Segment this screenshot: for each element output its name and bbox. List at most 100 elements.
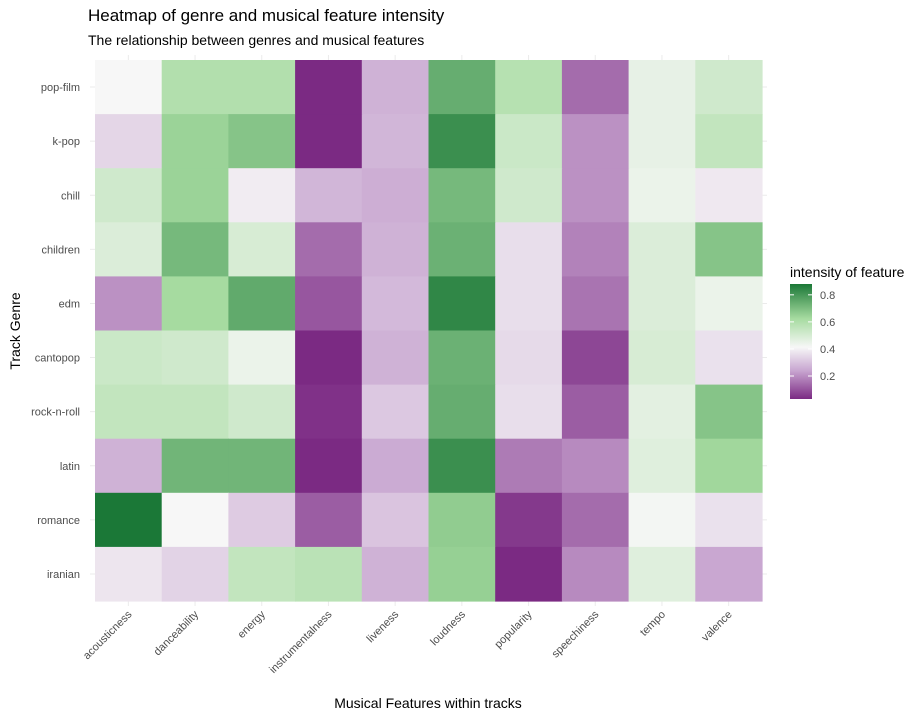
heatmap-cell-edm-loudness [428, 276, 496, 332]
y-tick-label-cantopop: cantopop [35, 353, 80, 365]
legend-tick-label: 0.4 [820, 344, 835, 356]
heatmap-cell-romance-danceability [161, 492, 229, 548]
heatmap-cell-cantopop-liveness [361, 330, 430, 386]
heatmap-cell-children-speechiness [561, 222, 630, 277]
heatmap-cell-iranian-tempo [628, 546, 696, 602]
x-tick-label-tempo: tempo [638, 609, 668, 639]
heatmap-cell-k-pop-popularity [495, 114, 563, 169]
y-tick-label-edm: edm [59, 298, 80, 310]
heatmap-cell-pop-film-instrumentalness [295, 60, 363, 115]
heatmap-cell-romance-energy [228, 492, 296, 548]
legend-tick-label: 0.2 [820, 371, 835, 383]
x-tick-labels: acousticness danceability energy instrument… [81, 608, 735, 676]
heatmap-cell-romance-instrumentalness [295, 492, 363, 548]
legend-tick-label: 0.6 [820, 317, 835, 329]
heatmap-cell-edm-liveness [361, 276, 430, 332]
heatmap-cell-romance-popularity [495, 492, 563, 548]
heatmap-cell-children-instrumentalness [295, 222, 363, 277]
heatmap-cell-cantopop-tempo [628, 330, 696, 386]
heatmap-cell-latin-acousticness [95, 438, 163, 494]
heatmap-cell-cantopop-popularity [495, 330, 563, 386]
heatmap-cell-cantopop-valence [695, 330, 763, 386]
heatmap-cell-iranian-speechiness [561, 546, 630, 602]
heatmap-cell-romance-liveness [361, 492, 430, 548]
heatmap-cell-cantopop-danceability [161, 330, 229, 386]
heatmap-cell-latin-valence [695, 438, 763, 494]
heatmap-cell-iranian-popularity [495, 546, 563, 602]
x-tick-label-liveness: liveness [365, 608, 402, 645]
heatmap-cell-children-valence [695, 222, 763, 277]
heatmap-cell-chill-valence [695, 168, 763, 223]
heatmap-cell-k-pop-energy [228, 114, 296, 169]
heatmap-cell-k-pop-acousticness [95, 114, 163, 169]
heatmap-cell-children-danceability [161, 222, 229, 277]
legend-colorbar [790, 284, 812, 399]
heatmap-cell-chill-danceability [161, 168, 229, 223]
heatmap-cell-rock-n-roll-speechiness [561, 384, 630, 440]
heatmap-cell-rock-n-roll-loudness [428, 384, 496, 440]
heatmap-cell-romance-loudness [428, 492, 496, 548]
heatmap-cell-chill-instrumentalness [295, 168, 363, 223]
heatmap-cell-k-pop-liveness [361, 114, 430, 169]
x-tick-label-acousticness: acousticness [81, 608, 135, 662]
heatmap-cell-pop-film-danceability [161, 60, 229, 115]
x-tick-label-instrumentalness: instrumentalness [267, 608, 335, 676]
heatmap-cell-children-tempo [628, 222, 696, 277]
heatmap-cell-children-loudness [428, 222, 496, 277]
x-axis-title: Musical Features within tracks [334, 695, 522, 711]
heatmap-cell-pop-film-acousticness [95, 60, 163, 115]
heatmap-cell-romance-valence [695, 492, 763, 548]
heatmap-cell-edm-instrumentalness [295, 276, 363, 332]
x-tick-label-danceability: danceability [152, 608, 202, 658]
heatmap-cell-edm-tempo [628, 276, 696, 332]
x-tick-label-valence: valence [699, 609, 734, 644]
chart-subtitle: The relationship between genres and musi… [88, 32, 425, 48]
y-tick-label-pop-film: pop-film [41, 82, 80, 94]
heatmap-cell-k-pop-valence [695, 114, 763, 169]
heatmap-cell-latin-danceability [161, 438, 229, 494]
y-tick-label-k-pop: k-pop [52, 136, 80, 148]
heatmap-cell-latin-loudness [428, 438, 496, 494]
heatmap-cell-cantopop-speechiness [561, 330, 630, 386]
heatmap-cell-rock-n-roll-valence [695, 384, 763, 440]
x-tick-label-energy: energy [236, 608, 269, 641]
heatmap-cell-k-pop-speechiness [561, 114, 630, 169]
heatmap-cell-latin-tempo [628, 438, 696, 494]
heatmap-cell-latin-liveness [361, 438, 430, 494]
heatmap-cell-chill-speechiness [561, 168, 630, 223]
heatmap-cell-iranian-loudness [428, 546, 496, 602]
heatmap-cell-rock-n-roll-energy [228, 384, 296, 440]
chart-title: Heatmap of genre and musical feature int… [88, 6, 445, 25]
heatmap-cell-children-liveness [361, 222, 430, 277]
heatmap-cell-edm-danceability [161, 276, 229, 332]
heatmap-cell-romance-tempo [628, 492, 696, 548]
heatmap-cell-rock-n-roll-liveness [361, 384, 430, 440]
heatmap-cells [95, 60, 763, 602]
heatmap-cell-iranian-danceability [161, 546, 229, 602]
heatmap-cell-chill-liveness [361, 168, 430, 223]
legend-title: intensity of feature [790, 264, 905, 280]
heatmap-cell-rock-n-roll-popularity [495, 384, 563, 440]
y-tick-label-latin: latin [60, 461, 80, 473]
heatmap-cell-cantopop-instrumentalness [295, 330, 363, 386]
heatmap-cell-k-pop-tempo [628, 114, 696, 169]
heatmap-cell-pop-film-liveness [361, 60, 430, 115]
y-tick-labels: pop-film k-pop chill children edm cantopop roc… [31, 82, 80, 581]
heatmap-cell-edm-acousticness [95, 276, 163, 332]
y-tick-label-children: children [41, 244, 80, 256]
heatmap-cell-cantopop-acousticness [95, 330, 163, 386]
y-tick-label-iranian: iranian [47, 569, 80, 581]
heatmap-cell-k-pop-loudness [428, 114, 496, 169]
heatmap-cell-chill-acousticness [95, 168, 163, 223]
heatmap-cell-edm-popularity [495, 276, 563, 332]
y-axis-title: Track Genre [7, 292, 23, 369]
heatmap-cell-pop-film-speechiness [561, 60, 630, 115]
heatmap-cell-iranian-acousticness [95, 546, 163, 602]
heatmap-cell-iranian-instrumentalness [295, 546, 363, 602]
heatmap-cell-pop-film-loudness [428, 60, 496, 115]
x-tick-label-popularity: popularity [492, 608, 535, 651]
heatmap-cell-latin-energy [228, 438, 296, 494]
heatmap-cell-cantopop-loudness [428, 330, 496, 386]
heatmap-cell-children-acousticness [95, 222, 163, 277]
